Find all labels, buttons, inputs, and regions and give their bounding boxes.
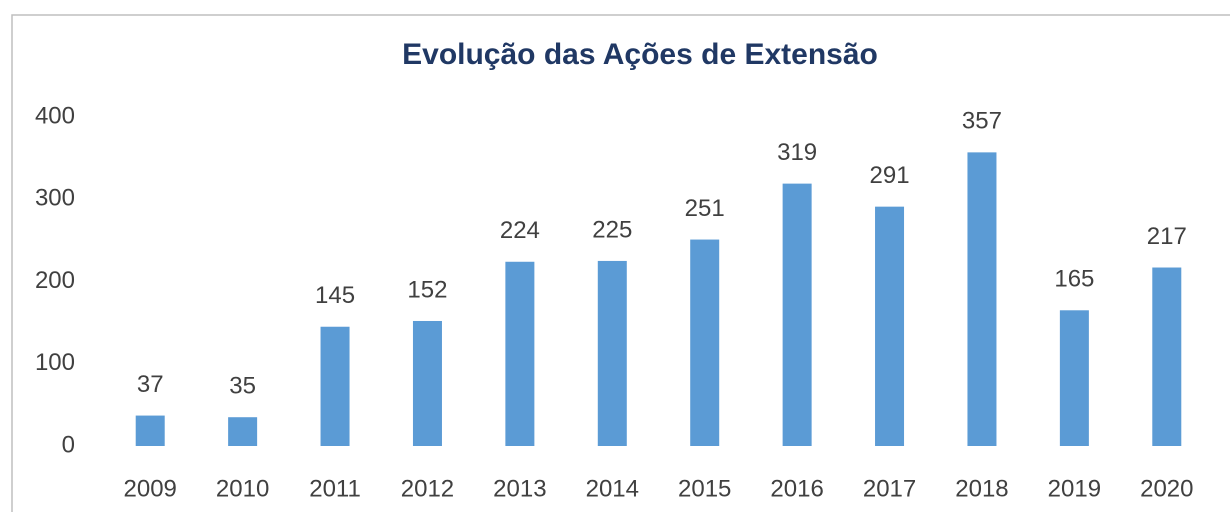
bar — [1152, 267, 1182, 446]
data-label: 319 — [777, 139, 817, 166]
bar — [505, 261, 535, 446]
x-tick-label: 2012 — [401, 475, 454, 502]
x-tick-label: 2011 — [309, 475, 361, 502]
bar — [320, 326, 350, 446]
x-tick-label: 2014 — [586, 475, 639, 502]
bar — [875, 206, 905, 446]
y-tick-label: 300 — [35, 185, 75, 212]
y-tick-label: 100 — [35, 349, 75, 376]
data-label: 224 — [500, 217, 540, 244]
y-tick-label: 200 — [35, 267, 75, 294]
y-tick-label: 400 — [35, 102, 75, 129]
bar — [1059, 310, 1089, 446]
chart-title: Evolução das Ações de Extensão — [402, 38, 878, 71]
data-label: 251 — [685, 195, 725, 222]
data-label: 357 — [962, 108, 1002, 135]
x-tick-label: 2013 — [493, 475, 546, 502]
bar — [228, 417, 258, 446]
x-tick-label: 2016 — [770, 475, 823, 502]
data-label: 35 — [229, 373, 256, 400]
data-label: 37 — [137, 371, 164, 398]
y-tick-label: 0 — [62, 431, 75, 458]
x-tick-label: 2018 — [955, 475, 1008, 502]
bar — [135, 415, 165, 446]
x-tick-label: 2015 — [678, 475, 731, 502]
data-label: 152 — [407, 276, 447, 303]
data-label: 225 — [592, 216, 632, 243]
data-label: 217 — [1147, 223, 1187, 250]
x-tick-label: 2019 — [1048, 475, 1101, 502]
data-label: 145 — [315, 282, 355, 309]
bar — [412, 320, 442, 446]
bar — [597, 260, 627, 446]
bar — [967, 152, 997, 446]
bar — [690, 239, 720, 446]
x-tick-label: 2017 — [863, 475, 916, 502]
bar — [782, 183, 812, 446]
data-label: 291 — [870, 162, 910, 189]
data-label: 165 — [1054, 266, 1094, 293]
x-tick-label: 2010 — [216, 475, 269, 502]
x-tick-label: 2020 — [1140, 475, 1193, 502]
x-tick-label: 2009 — [124, 475, 177, 502]
